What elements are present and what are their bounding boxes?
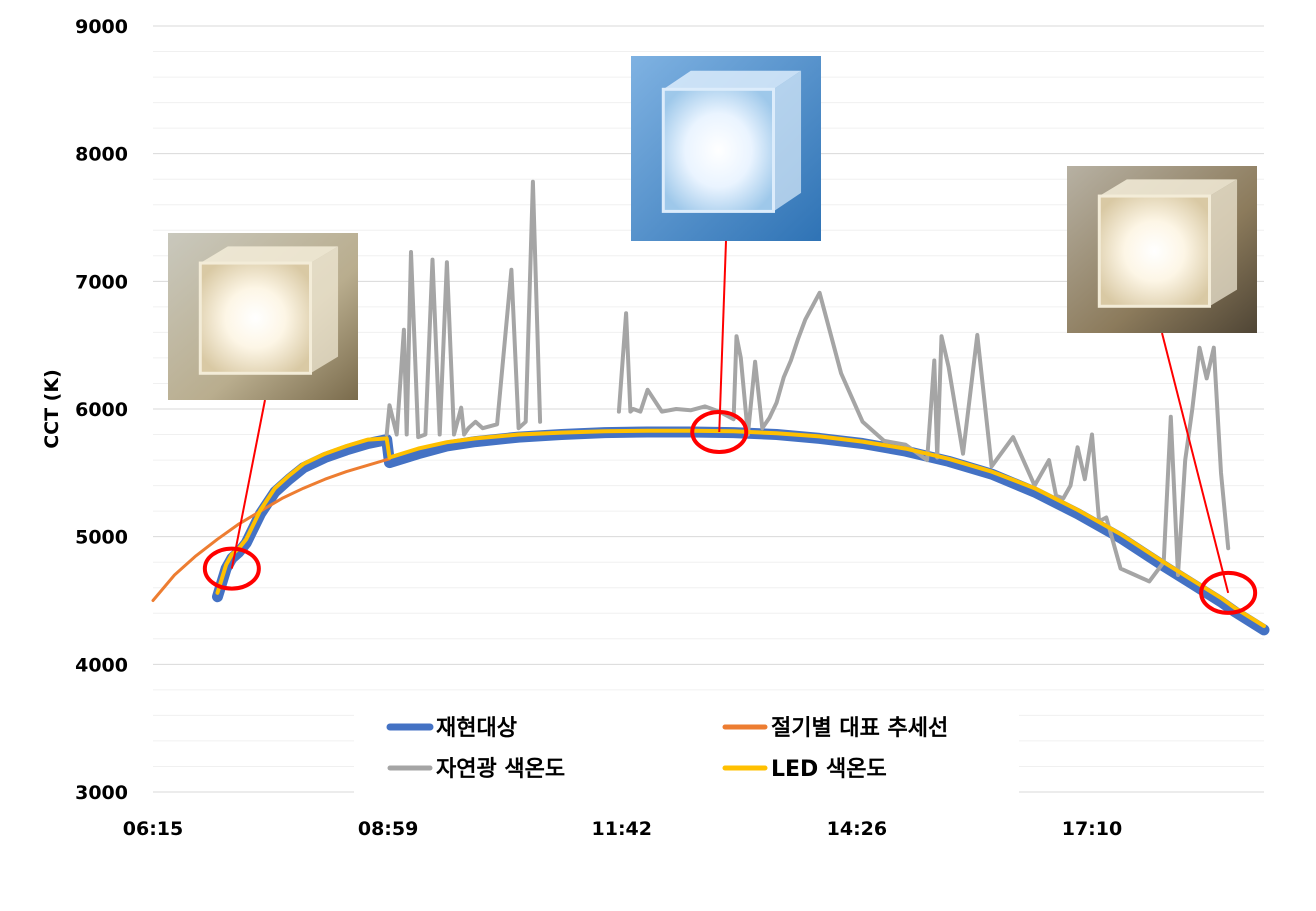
y-tick-label: 8000 <box>75 144 128 166</box>
cube-photos <box>168 56 1257 400</box>
y-tick-label: 5000 <box>75 527 128 549</box>
y-tick-label: 4000 <box>75 654 128 676</box>
highlight-circle-dawn <box>202 546 261 591</box>
x-tick-label: 17:10 <box>1062 818 1122 840</box>
legend-label-2: 자연광 색온도 <box>436 757 565 782</box>
pointer-line-dawn <box>230 399 266 569</box>
highlight-circle-dusk <box>1199 570 1258 615</box>
x-tick-label: 11:42 <box>592 818 652 840</box>
y-tick-label: 7000 <box>75 271 128 293</box>
y-tick-label: 6000 <box>75 399 128 421</box>
x-tick-label: 14:26 <box>827 818 887 840</box>
cool-cube-photo <box>631 56 821 241</box>
series-line-0 <box>212 426 1270 636</box>
y-axis-label: CCT (K) <box>41 369 63 449</box>
series-line-1 <box>151 457 391 602</box>
y-tick-label: 3000 <box>75 782 128 804</box>
annotations <box>202 240 1258 615</box>
legend-label-3: LED 색온도 <box>771 757 887 782</box>
warm-cube-photo <box>168 233 358 400</box>
legend-label-1: 절기별 대표 추세선 <box>771 716 948 741</box>
pointer-line-dusk <box>1161 332 1230 594</box>
dusk-cube-photo <box>1067 166 1257 333</box>
highlight-circle-noon <box>690 409 749 454</box>
y-axis-ticks: 3000 4000 5000 6000 7000 8000 9000 <box>75 16 128 804</box>
x-tick-label: 08:59 <box>358 818 418 840</box>
series-line-3 <box>215 428 1266 628</box>
series-lines <box>151 179 1270 636</box>
legend-label-0: 재현대상 <box>436 716 517 741</box>
y-tick-label: 9000 <box>75 16 128 38</box>
x-tick-label: 06:15 <box>123 818 183 840</box>
x-axis-ticks: 06:15 08:59 11:42 14:26 17:10 <box>123 818 1122 840</box>
legend-box <box>354 700 1019 798</box>
pointer-line-noon <box>718 240 727 433</box>
